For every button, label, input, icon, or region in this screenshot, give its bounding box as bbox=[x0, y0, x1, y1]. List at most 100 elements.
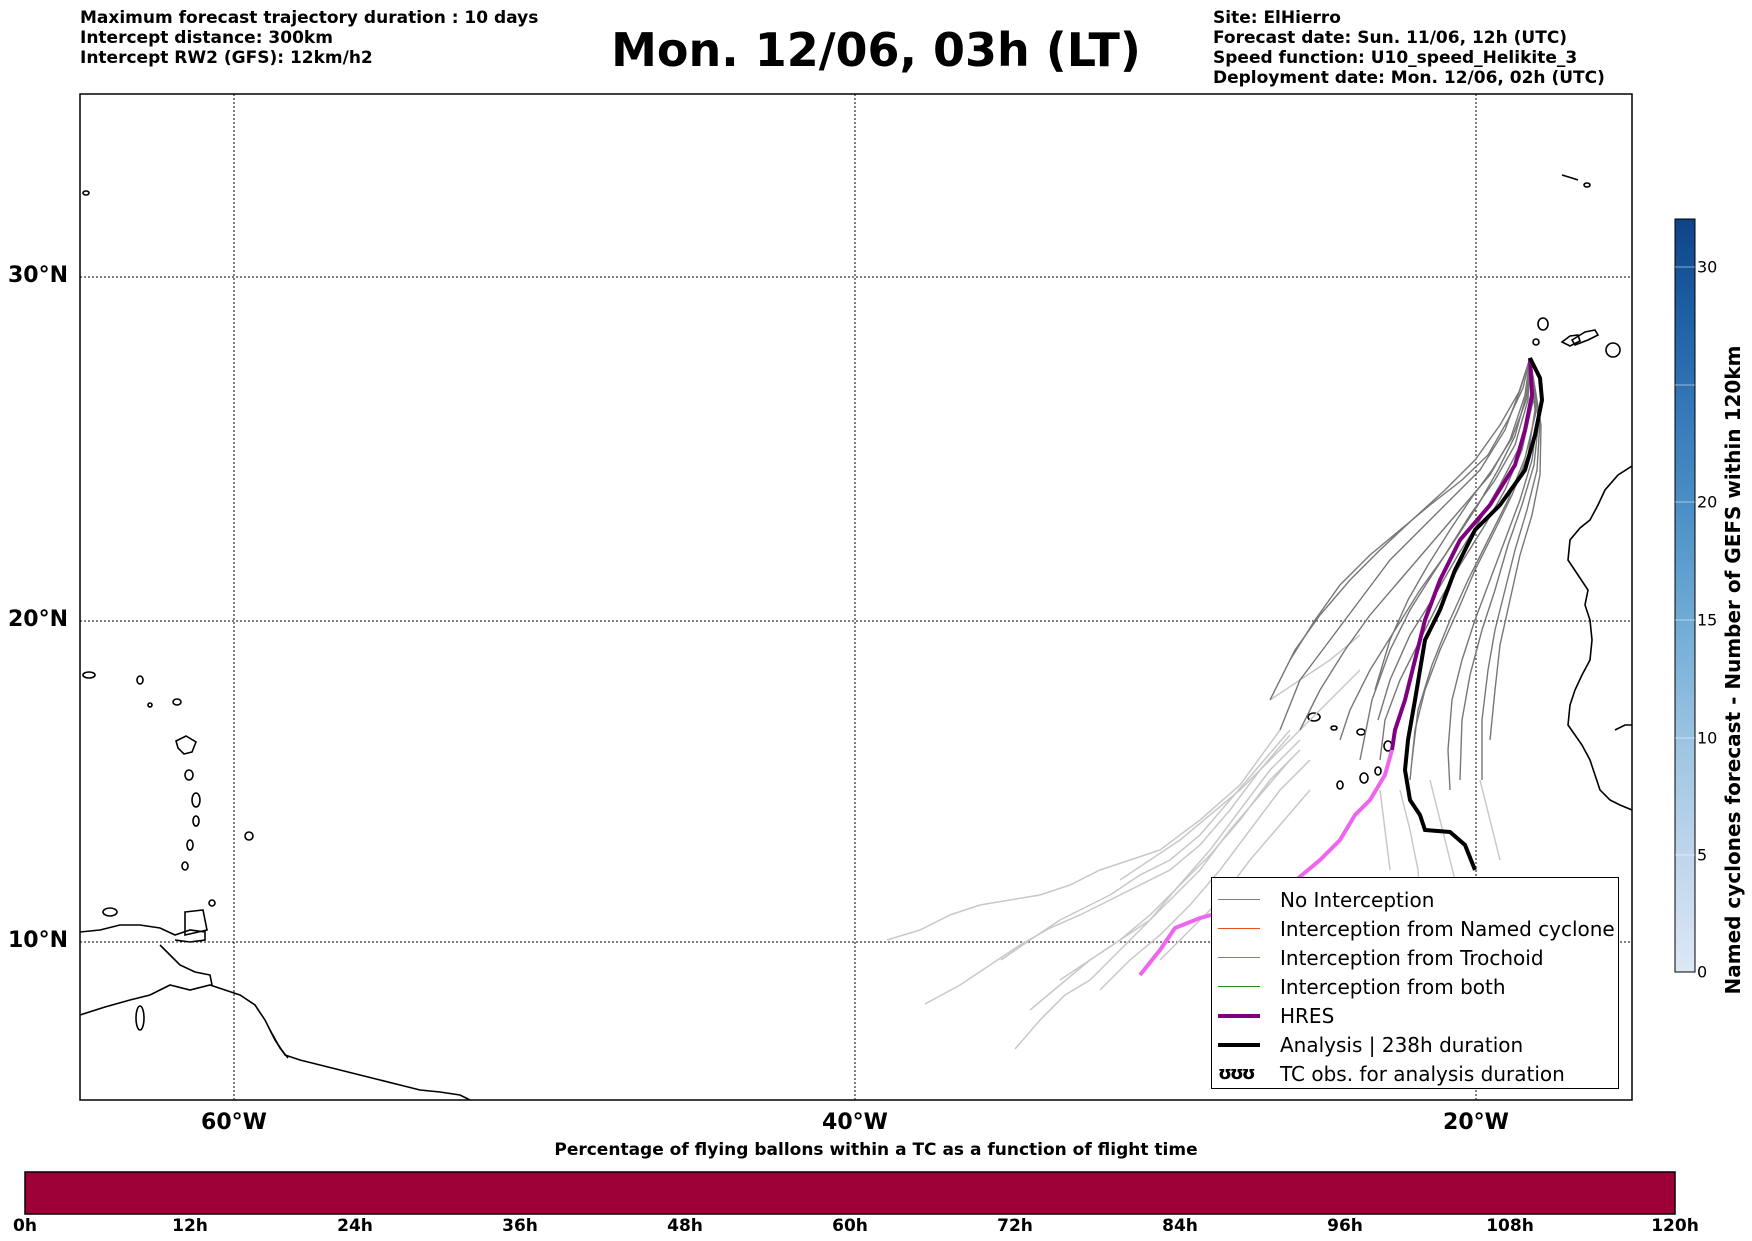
cv-maio bbox=[1374, 766, 1382, 776]
legend-item-named-cyclone: Interception from Named cyclone bbox=[1212, 914, 1615, 943]
percentage-bar-tick: 120h bbox=[1651, 1216, 1699, 1236]
colorbar-tick: 20 bbox=[1697, 492, 1718, 512]
legend-line-no-interception bbox=[1218, 899, 1260, 900]
percentage-bar-tick: 84h bbox=[1162, 1216, 1198, 1236]
legend-item-trochoid: Interception from Trochoid bbox=[1212, 943, 1544, 972]
cv-sal bbox=[1356, 728, 1366, 736]
legend-label: Interception from both bbox=[1280, 974, 1506, 999]
africa-coast bbox=[1567, 465, 1632, 811]
traj-gefs-member bbox=[1459, 357, 1540, 781]
traj-tail bbox=[1029, 739, 1301, 1011]
legend-label: Interception from Trochoid bbox=[1280, 945, 1544, 970]
virgin-islands bbox=[82, 671, 96, 679]
header-left-info: Maximum forecast trajectory duration : 1… bbox=[80, 8, 538, 68]
lon-label-60w: 60°W bbox=[201, 1110, 267, 1135]
hres-trajectory bbox=[1390, 357, 1535, 751]
speed-function-text: Speed function: U10_speed_Helikite_3 bbox=[1213, 48, 1578, 68]
site-text: Site: ElHierro bbox=[1213, 8, 1341, 28]
st-kitts bbox=[147, 702, 153, 708]
traj-gefs-member bbox=[1411, 357, 1537, 761]
cyclone-colorbar-ticks bbox=[1675, 266, 1695, 856]
legend-item-hres: HRES bbox=[1212, 1001, 1334, 1030]
legend-line-both bbox=[1218, 986, 1260, 987]
legend-line-hres bbox=[1218, 1013, 1260, 1018]
traj-tail bbox=[886, 729, 1281, 941]
traj-gefs-member bbox=[1409, 357, 1536, 781]
la-palma bbox=[1537, 317, 1549, 331]
tenerife bbox=[1560, 334, 1581, 347]
percentage-bar-tick: 12h bbox=[172, 1216, 208, 1236]
percentage-bar-tick: 0h bbox=[13, 1216, 37, 1236]
traj-tail bbox=[1479, 779, 1501, 861]
lat-label-30n: 30°N bbox=[8, 263, 69, 288]
orinoco-delta bbox=[269, 1029, 289, 1059]
traj-tail bbox=[1379, 789, 1391, 871]
antigua bbox=[172, 698, 182, 706]
main-title: Mon. 12/06, 03h (LT) bbox=[611, 23, 1141, 77]
legend-item-no-interception: No Interception bbox=[1212, 885, 1434, 914]
traj-tail bbox=[1014, 759, 1291, 1050]
percentage-bar bbox=[24, 1171, 1676, 1215]
traj-gefs-member bbox=[1481, 357, 1541, 780]
gran-canaria bbox=[1605, 342, 1621, 358]
legend-line-trochoid bbox=[1218, 957, 1260, 958]
traj-gefs-member bbox=[1374, 357, 1531, 691]
max-duration-text: Maximum forecast trajectory duration : 1… bbox=[80, 8, 539, 28]
guadeloupe bbox=[175, 735, 197, 755]
dominica bbox=[184, 769, 194, 781]
legend-label: Analysis | 238h duration bbox=[1280, 1032, 1524, 1057]
traj-gefs-member bbox=[1279, 357, 1531, 731]
legend-label: No Interception bbox=[1280, 887, 1435, 912]
el-hierro bbox=[1532, 338, 1540, 346]
porto-santo bbox=[1583, 182, 1591, 188]
cape-verde-peninsula bbox=[1614, 724, 1632, 731]
cv-sao-vicente bbox=[1330, 725, 1338, 731]
fuerteventura bbox=[1570, 329, 1600, 346]
percentage-bar-tick: 24h bbox=[337, 1216, 373, 1236]
legend-item-analysis: Analysis | 238h duration bbox=[1212, 1030, 1523, 1059]
forecast-date-text: Forecast date: Sun. 11/06, 12h (UTC) bbox=[1213, 28, 1568, 48]
colorbar-tick: 5 bbox=[1697, 845, 1708, 865]
traj-gefs-member bbox=[1299, 357, 1531, 731]
legend-line-named-cyclone bbox=[1218, 928, 1260, 929]
map-frame bbox=[79, 93, 1633, 1101]
traj-gefs-member bbox=[1489, 357, 1542, 741]
lon-label-40w: 40°W bbox=[822, 1110, 888, 1135]
south-america-coast bbox=[80, 984, 471, 1100]
legend-item-tc-obs: ʊʊʊ TC obs. for analysis duration bbox=[1212, 1059, 1565, 1088]
anguilla bbox=[136, 675, 144, 685]
percentage-bar-tick: 72h bbox=[997, 1216, 1033, 1236]
tc-obs-symbol-icon: ʊʊʊ bbox=[1218, 1063, 1256, 1084]
legend-label: TC obs. for analysis duration bbox=[1280, 1061, 1565, 1086]
grenada-grenadines bbox=[181, 861, 189, 871]
trajectories-tail bbox=[886, 634, 1501, 1050]
margarita bbox=[102, 907, 118, 917]
colorbar-tick: 30 bbox=[1697, 257, 1718, 277]
coastlines bbox=[80, 174, 1632, 1100]
martinique bbox=[191, 792, 201, 808]
venezuela-coast bbox=[80, 924, 206, 943]
traj-tail bbox=[1000, 729, 1291, 961]
legend-label: HRES bbox=[1280, 1003, 1335, 1028]
legend-item-both: Interception from both bbox=[1212, 972, 1506, 1001]
percentage-bar-tick: 48h bbox=[667, 1216, 703, 1236]
traj-tail bbox=[1059, 749, 1301, 981]
percentage-bar-tick: 60h bbox=[832, 1216, 868, 1236]
traj-tail bbox=[1269, 634, 1361, 701]
deployment-date-text: Deployment date: Mon. 12/06, 02h (UTC) bbox=[1213, 68, 1605, 88]
cyclone-colorbar bbox=[1674, 218, 1696, 973]
madeira bbox=[1561, 174, 1579, 181]
bermuda bbox=[82, 190, 90, 196]
traj-gefs-member bbox=[1359, 357, 1531, 761]
lat-label-10n: 10°N bbox=[8, 928, 69, 953]
cv-santo-antao bbox=[1307, 712, 1321, 722]
traj-gefs-member bbox=[1289, 357, 1531, 661]
traj-gefs-member bbox=[1269, 357, 1531, 701]
header-right-info: Site: ElHierro Forecast date: Sun. 11/06… bbox=[1213, 8, 1605, 88]
gulf-paria bbox=[159, 944, 213, 986]
legend-line-analysis bbox=[1218, 1042, 1260, 1047]
colorbar-tick: 0 bbox=[1697, 962, 1708, 982]
analysis-trajectory bbox=[1402, 357, 1545, 871]
trinidad bbox=[184, 909, 208, 937]
